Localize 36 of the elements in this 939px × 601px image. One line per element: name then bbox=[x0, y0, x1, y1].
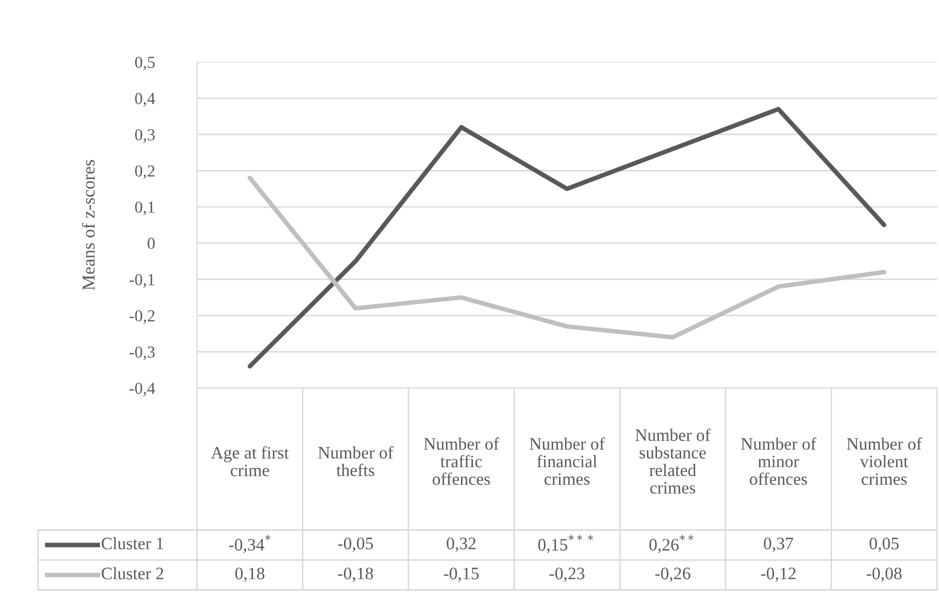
data-label: -0,12 bbox=[760, 568, 796, 582]
data-label: -0,15 bbox=[444, 568, 479, 582]
y-tick-label: -0,3 bbox=[130, 346, 155, 360]
x-tick-label: Number of thefts bbox=[318, 446, 394, 476]
y-tick-label: 0,3 bbox=[135, 129, 155, 143]
y-tick-label: -0,1 bbox=[130, 274, 154, 288]
data-label: -0,26 bbox=[655, 568, 690, 582]
data-label: -0,05 bbox=[338, 538, 373, 552]
data-label: 0,37 bbox=[764, 538, 794, 552]
data-label: -0,08 bbox=[866, 568, 902, 582]
y-tick-label: -0,2 bbox=[130, 310, 154, 324]
line-series bbox=[248, 176, 886, 340]
data-label: -0,34$^{*}$ bbox=[229, 534, 270, 554]
line-series bbox=[248, 106, 886, 368]
y-tick-label: 0,2 bbox=[135, 165, 154, 180]
x-tick-label: Number of substance related crimes bbox=[635, 428, 711, 494]
x-tick-label: Age at first crime bbox=[210, 446, 289, 476]
data-label: -0,18 bbox=[338, 568, 373, 582]
data-label: 0,15$^{***}$ bbox=[538, 534, 594, 554]
data-label: 0,18 bbox=[235, 568, 264, 582]
data-label: 0,32 bbox=[446, 538, 476, 552]
data-label: 0,05 bbox=[870, 538, 899, 552]
y-tick-label: -0,4 bbox=[130, 382, 156, 396]
x-tick-label: Number of traffic offences bbox=[424, 437, 500, 485]
legend-label: Cluster 2 bbox=[102, 567, 164, 580]
y-tick-label: 0,1 bbox=[135, 202, 154, 216]
legend-label: Cluster 1 bbox=[102, 537, 164, 550]
y-tick-label: 0,5 bbox=[135, 56, 155, 70]
data-label: -0,23 bbox=[550, 568, 584, 582]
y-tick-label: 0 bbox=[148, 238, 155, 250]
data-label: 0,26$^{**}$ bbox=[649, 534, 694, 554]
y-axis-title: Means of z-scores bbox=[82, 160, 95, 290]
x-tick-label: Number of violent crimes bbox=[846, 437, 922, 485]
x-tick-label: Number of financial crimes bbox=[530, 437, 605, 485]
y-tick-label: 0,4 bbox=[135, 92, 156, 107]
x-tick-label: Number of minor offences bbox=[741, 437, 816, 485]
